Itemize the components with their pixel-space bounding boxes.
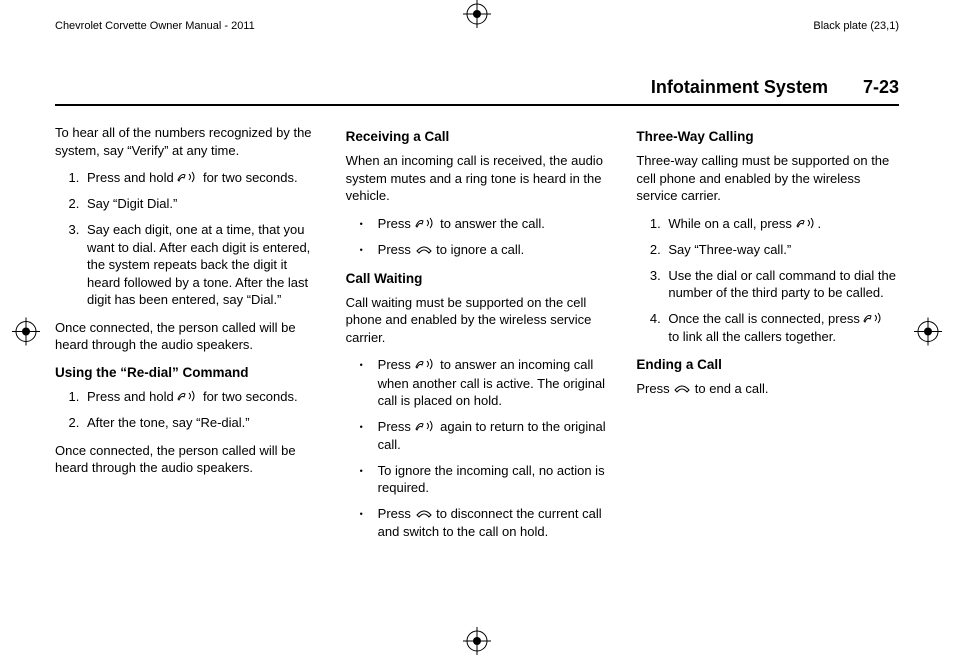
text: Press and hold [87,389,177,404]
list-item: To ignore the incoming call, no action i… [360,462,609,497]
ending-text: Press to end a call. [636,380,899,398]
list-item: Once the call is connected, press to lin… [664,310,899,346]
text: Press [378,506,415,521]
talk-icon [415,419,437,437]
hangup-icon [415,242,433,260]
list-item: Press to answer the call. [360,215,609,233]
callwaiting-list: Press to answer an incoming call when an… [346,356,609,540]
page: Chevrolet Corvette Owner Manual - 2011 B… [0,0,954,668]
list-item: Use the dial or call command to dial the… [664,267,899,302]
list-item: Press to disconnect the current call and… [360,505,609,541]
after-connect-text: Once connected, the person called will b… [55,319,318,354]
list-item: Press again to return to the original ca… [360,418,609,454]
crop-mark-left-icon [12,318,40,351]
text: for two seconds. [199,389,297,404]
talk-icon [177,389,199,407]
text: to link all the callers together. [668,329,836,344]
list-item: Press to ignore a call. [360,241,609,259]
section-title: Infotainment System [651,77,828,97]
hangup-icon [673,381,691,399]
text: . [818,216,822,231]
crop-mark-bottom-icon [463,627,491,660]
talk-icon [415,216,437,234]
content-columns: To hear all of the numbers recognized by… [55,124,899,551]
text: Press [636,381,673,396]
plate-label: Black plate (23,1) [813,20,899,32]
column-3: Three-Way Calling Three-way calling must… [636,124,899,551]
threeway-steps: While on a call, press . Say “Three-way … [636,215,899,346]
text: Press [378,216,415,231]
talk-icon [796,216,818,234]
hangup-icon [415,506,433,524]
manual-title: Chevrolet Corvette Owner Manual - 2011 [55,20,255,32]
redial-steps: Press and hold for two seconds. After th… [55,388,318,432]
column-1: To hear all of the numbers recognized by… [55,124,318,551]
crop-mark-top-icon [463,0,491,33]
text: to ignore a call. [433,242,525,257]
text: to answer the call. [437,216,545,231]
text: Press [378,242,415,257]
callwaiting-intro: Call waiting must be supported on the ce… [346,294,609,347]
list-item: Say “Digit Dial.” [83,195,318,213]
list-item: Press and hold for two seconds. [83,388,318,406]
crop-mark-right-icon [914,318,942,351]
list-item: Press to answer an incoming call when an… [360,356,609,409]
threeway-heading: Three-Way Calling [636,128,899,146]
text: Press [378,419,415,434]
redial-heading: Using the “Re-dial” Command [55,364,318,382]
talk-icon [415,357,437,375]
receiving-list: Press to answer the call. Press to ignor… [346,215,609,260]
list-item: Say each digit, one at a time, that you … [83,221,318,309]
column-2: Receiving a Call When an incoming call i… [346,124,609,551]
text: Press [378,357,415,372]
list-item: After the tone, say “Re-dial.” [83,414,318,432]
page-number: 7-23 [863,77,899,97]
text: for two seconds. [199,170,297,185]
list-item: While on a call, press . [664,215,899,233]
text: to end a call. [691,381,768,396]
list-item: Say “Three-way call.” [664,241,899,259]
ending-heading: Ending a Call [636,356,899,374]
text: While on a call, press [668,216,795,231]
receiving-heading: Receiving a Call [346,128,609,146]
intro-text: To hear all of the numbers recognized by… [55,124,318,159]
digit-dial-steps: Press and hold for two seconds. Say “Dig… [55,169,318,309]
callwaiting-heading: Call Waiting [346,270,609,288]
text: Press and hold [87,170,177,185]
talk-icon [177,170,199,188]
section-header: Infotainment System 7-23 [55,77,899,106]
after-connect-text-2: Once connected, the person called will b… [55,442,318,477]
threeway-intro: Three-way calling must be supported on t… [636,152,899,205]
talk-icon [863,311,885,329]
text: Once the call is connected, press [668,311,863,326]
receiving-intro: When an incoming call is received, the a… [346,152,609,205]
list-item: Press and hold for two seconds. [83,169,318,187]
